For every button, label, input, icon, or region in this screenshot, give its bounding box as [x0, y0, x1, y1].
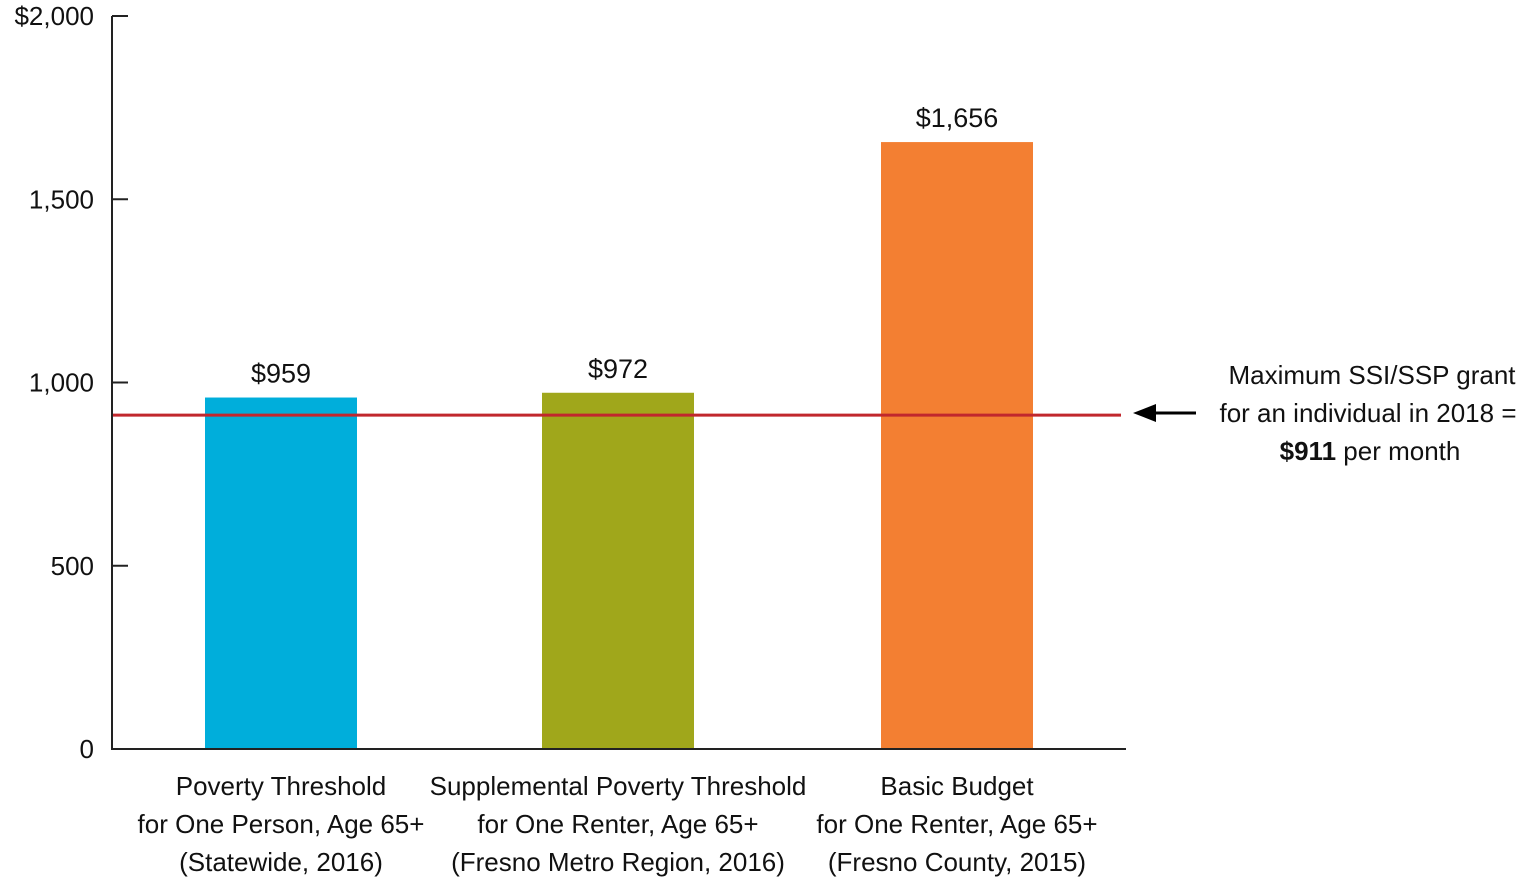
- x-category-label-2-line-2: for One Renter, Age 65+: [477, 809, 758, 839]
- y-tick-label: 1,000: [29, 368, 94, 398]
- x-category-label-3-line-2: for One Renter, Age 65+: [816, 809, 1097, 839]
- bars-group: [205, 142, 1033, 750]
- arrow-left-icon: [1133, 404, 1156, 422]
- x-category-label-1-line-3: (Statewide, 2016): [179, 847, 383, 877]
- annotation-suffix: per month: [1336, 436, 1460, 466]
- x-category-label-1-line-1: Poverty Threshold: [176, 771, 387, 801]
- data-label-2: $972: [588, 354, 648, 384]
- x-category-label-2-line-1: Supplemental Poverty Threshold: [430, 771, 807, 801]
- x-category-label-3-line-1: Basic Budget: [880, 771, 1034, 801]
- annotation-amount: $911: [1280, 436, 1336, 466]
- annotation-line-3: $911 per month: [1280, 436, 1461, 466]
- annotation-line-1: Maximum SSI/SSP grant: [1228, 360, 1516, 390]
- bar-1: [205, 397, 357, 749]
- x-category-label-1-line-2: for One Person, Age 65+: [138, 809, 425, 839]
- y-tick-label: 0: [80, 734, 94, 764]
- bar-3: [881, 142, 1033, 750]
- x-category-label-3-line-3: (Fresno County, 2015): [828, 847, 1086, 877]
- data-label-3: $1,656: [916, 103, 999, 133]
- data-label-1: $959: [251, 359, 311, 389]
- y-tick-label: 1,500: [29, 184, 94, 214]
- data-labels-group: $959 $972 $1,656: [251, 103, 998, 388]
- x-labels-group: Poverty Threshold for One Person, Age 65+…: [138, 771, 1098, 877]
- annotation-line-2: for an individual in 2018 =: [1219, 398, 1516, 428]
- y-ticks-group: 0 500 1,000 1,500 $2,000: [14, 1, 128, 764]
- reference-annotation: Maximum SSI/SSP grant for an individual …: [1133, 360, 1517, 466]
- y-tick-label: 500: [51, 551, 94, 581]
- bar-2: [542, 392, 694, 749]
- y-tick-label: $2,000: [14, 1, 94, 31]
- x-category-label-2-line-3: (Fresno Metro Region, 2016): [451, 847, 785, 877]
